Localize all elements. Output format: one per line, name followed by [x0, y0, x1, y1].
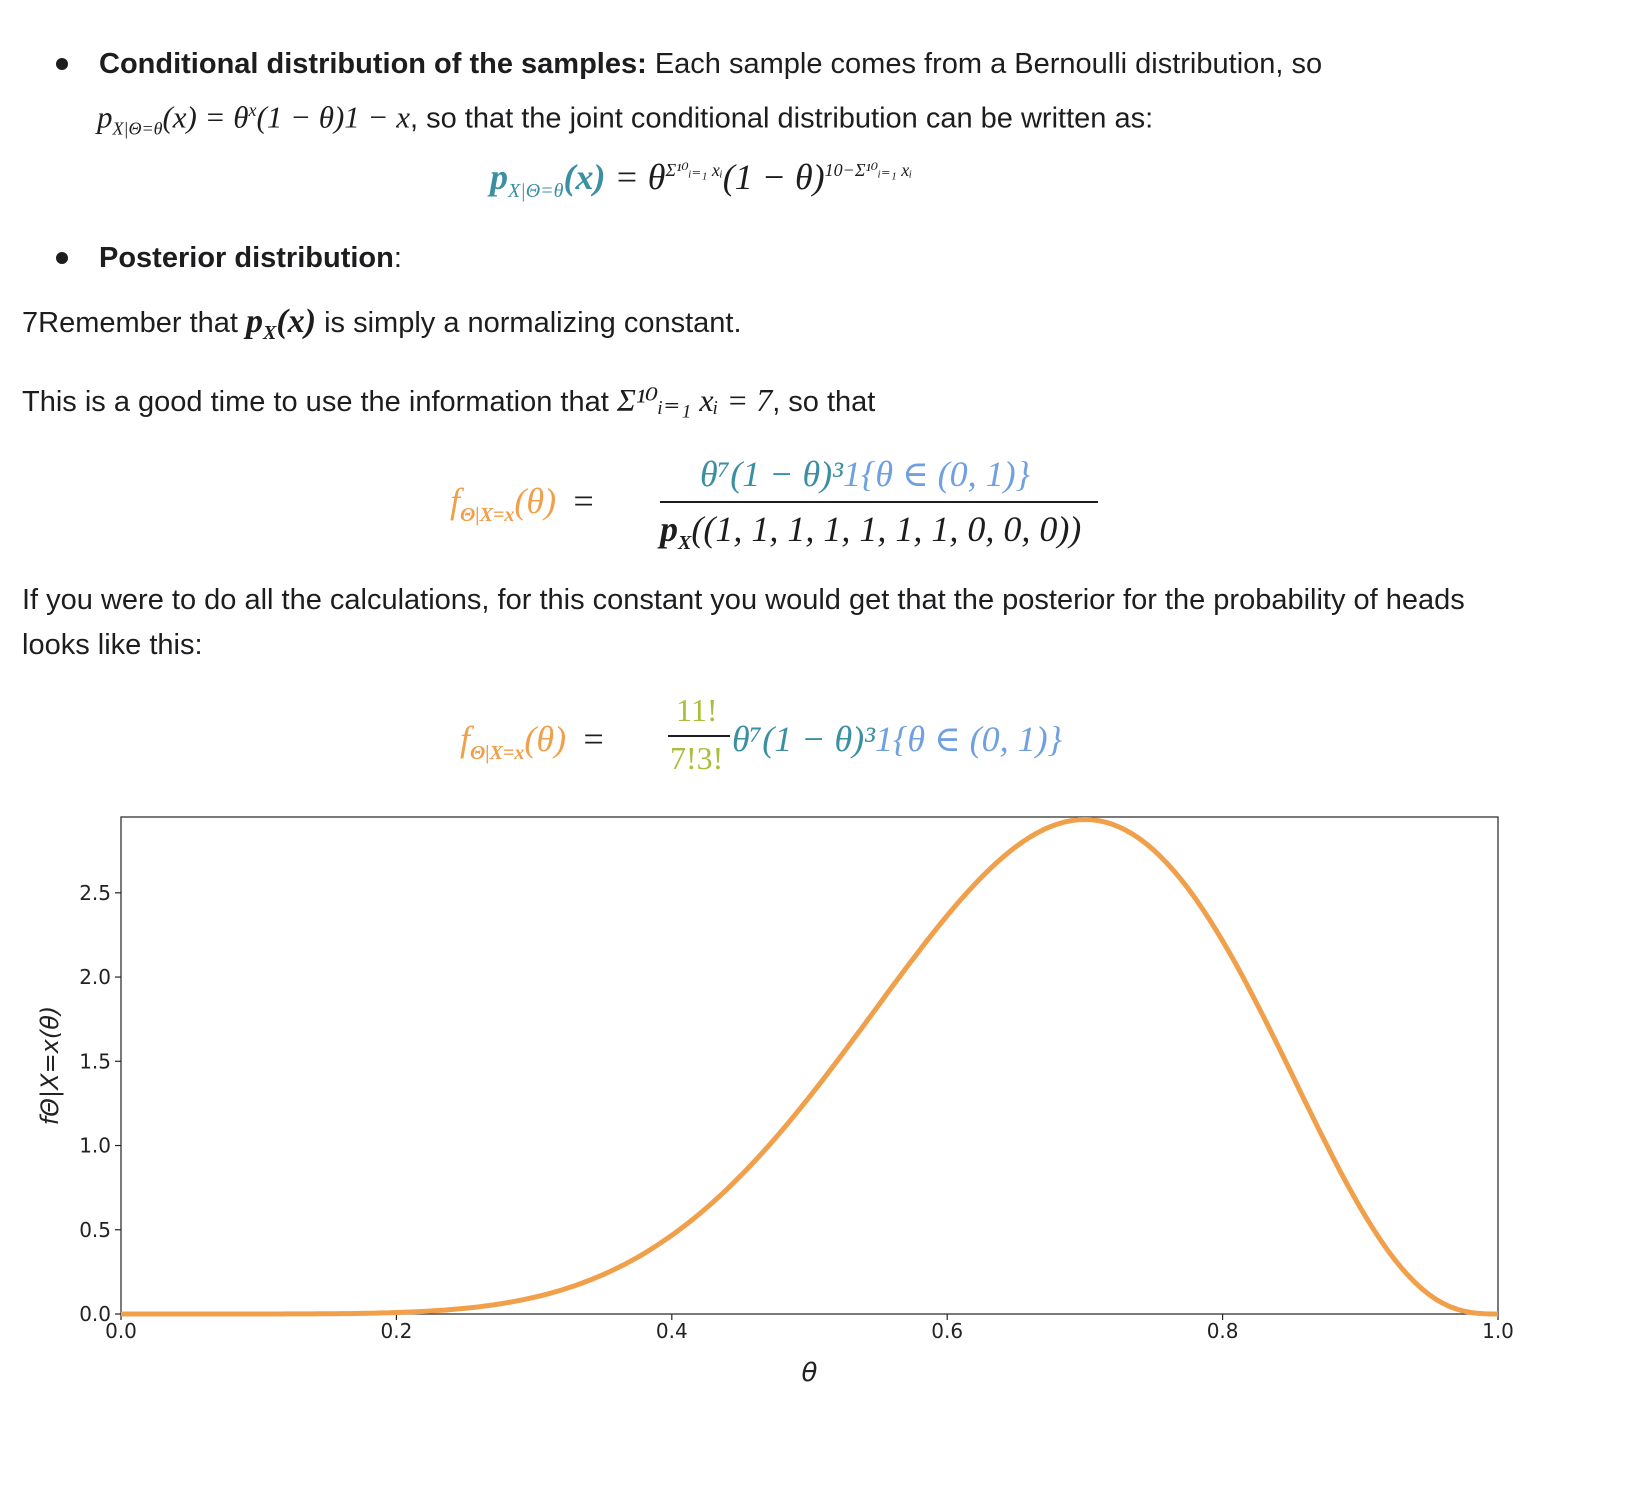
- eq1-rhs-b-sup: 10−Σ¹⁰ᵢ₌₁ xᵢ: [824, 160, 913, 180]
- eq3-rhs: θ⁷(1 − θ)³1{θ ∈ (0, 1)}: [732, 718, 1062, 760]
- x-tick-label: 0.6: [931, 1319, 963, 1343]
- eq1-lhs-arg: (x): [563, 157, 606, 197]
- info-math: Σ¹⁰ᵢ₌₁ xᵢ = 7: [616, 382, 773, 418]
- eq2-den-arg: ((1, 1, 1, 1, 1, 1, 1, 0, 0, 0)): [691, 509, 1082, 549]
- x-tick-label: 1.0: [1482, 1319, 1514, 1343]
- pmf-body: (x) = θ: [162, 99, 249, 135]
- eq2-lhs-arg: (θ): [514, 481, 557, 521]
- eq3-lhs-sub: Θ|X=x: [470, 742, 525, 765]
- fraction-bar: [660, 501, 1098, 503]
- y-tick-label: 0.5: [79, 1218, 111, 1242]
- eq3-lhs-arg: (θ): [524, 719, 567, 759]
- eq3-frac-num: 11!: [676, 692, 718, 728]
- pmf-sub: X|Θ=θ: [112, 118, 163, 139]
- eq3-equals: =: [581, 719, 606, 759]
- eq3-tail: 1{θ ∈ (0, 1)}: [874, 719, 1063, 759]
- eq2-lhs-f: f: [450, 481, 461, 521]
- bullet-text: :: [393, 242, 402, 274]
- bullet-dot: [56, 58, 68, 70]
- eq3-lhs-f: f: [460, 719, 471, 759]
- info-line: This is a good time to use the informati…: [22, 382, 875, 420]
- eq2-denominator: pX((1, 1, 1, 1, 1, 1, 1, 0, 0, 0)): [660, 508, 1081, 555]
- info-suffix: , so that: [772, 386, 876, 418]
- eq1-lhs-sub: X|Θ=θ: [508, 180, 564, 203]
- remember-suffix: is simply a normalizing constant.: [316, 307, 742, 339]
- remember-line: 7Remember that pX(x) is simply a normali…: [22, 304, 742, 351]
- pmf-sup: x: [248, 100, 257, 120]
- posterior-equation: fΘ|X=x(θ) =: [460, 718, 605, 765]
- eq2-numerator: θ⁷(1 − θ)³1{θ ∈ (0, 1)}: [700, 453, 1030, 495]
- eq1-rhs-b: (1 − θ): [722, 157, 825, 197]
- pmf-p: p: [97, 99, 113, 135]
- eq2-den-sub: X: [678, 532, 692, 555]
- x-tick-label: 0.8: [1207, 1319, 1239, 1343]
- bullet-item-conditional: Conditional distribution of the samples:…: [99, 46, 1322, 82]
- joint-conditional-equation: pX|Θ=θ(x) = θΣ¹⁰ᵢ₌₁ xᵢ(1 − θ)10−Σ¹⁰ᵢ₌₁ x…: [490, 156, 912, 203]
- posterior-curve: [121, 817, 1498, 1317]
- eq3-mid: θ⁷(1 − θ)³: [732, 719, 875, 759]
- eq2-num-a: θ⁷(1 − θ)³: [700, 454, 843, 494]
- y-tick-label: 2.5: [79, 881, 111, 905]
- y-tick-label: 1.0: [79, 1134, 111, 1158]
- bullet-dot: [56, 252, 68, 264]
- plot-frame: [120, 816, 1499, 1315]
- remember-prefix: 7Remember that: [22, 307, 247, 339]
- x-axis-label: θ: [802, 1358, 818, 1388]
- eq2-den-p: p: [660, 509, 678, 549]
- x-tick-label: 0.0: [105, 1319, 137, 1343]
- eq1-rhs-a-sup: Σ¹⁰ᵢ₌₁ xᵢ: [665, 160, 723, 180]
- pmf-rest: (1 − θ)1 − x: [256, 99, 410, 135]
- y-tick-label: 1.5: [79, 1049, 111, 1073]
- eq2-num-b: 1{θ ∈ (0, 1)}: [842, 454, 1031, 494]
- eq1-lhs-p: p: [490, 157, 508, 197]
- pmf-tail: , so that the joint conditional distribu…: [409, 102, 1154, 135]
- eq1-rhs-a: = θ: [614, 157, 666, 197]
- eq2-equals: =: [571, 481, 596, 521]
- bullet-text: Each sample comes from a Bernoulli distr…: [646, 48, 1323, 80]
- y-axis-label: fΘ|X=x(θ): [36, 1006, 64, 1126]
- calculation-paragraph-line1: If you were to do all the calculations, …: [22, 584, 1465, 616]
- x-tick-label: 0.2: [380, 1319, 412, 1343]
- x-tick-label: 0.4: [656, 1319, 688, 1343]
- bullet-heading: Conditional distribution of the samples:: [99, 48, 647, 80]
- eq3-frac-den: 7!3!: [670, 740, 724, 776]
- eq3-fraction-bar: [668, 735, 730, 737]
- bernoulli-pmf-line: pX|Θ=θ(x) = θx(1 − θ)1 − x, so that the …: [97, 92, 1153, 147]
- bullet-item-posterior: Posterior distribution:: [99, 240, 402, 276]
- calculation-paragraph-line2: looks like this:: [22, 629, 203, 661]
- eq2-lhs-sub: Θ|X=x: [460, 504, 515, 527]
- bullet-heading: Posterior distribution: [99, 242, 394, 274]
- remember-math-sub: X: [263, 321, 277, 344]
- info-prefix: This is a good time to use the informati…: [22, 386, 617, 418]
- y-tick-label: 2.0: [79, 965, 111, 989]
- y-tick-label: 0.0: [79, 1302, 111, 1326]
- posterior-proportional-equation: fΘ|X=x(θ) =: [450, 480, 595, 527]
- remember-math-arg: (x): [276, 303, 317, 340]
- posterior-chart: 0.0 0.2 0.4 0.6 0.8 1.0 0.0 0.5 1.0 1.5 2.0 2.5 θ fΘ|…: [36, 816, 1514, 1388]
- remember-math-p: p: [246, 303, 264, 340]
